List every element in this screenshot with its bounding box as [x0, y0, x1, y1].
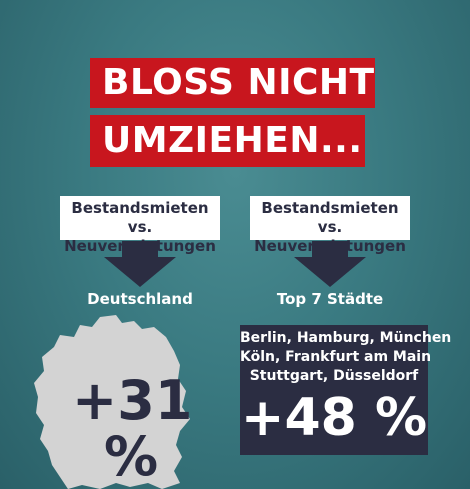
city-line: Köln, Frankfurt am Main [240, 349, 432, 365]
city-line: Stuttgart, Düsseldorf [249, 368, 419, 384]
label-right: Bestandsmieten vs. Neuvermietungen [250, 196, 410, 255]
label-right-line-1: Bestandsmieten vs. [261, 199, 399, 236]
region-label-top7: Top 7 Städte [276, 290, 384, 308]
arrow-down-icon [104, 241, 176, 287]
city-line: Berlin, Hamburg, München [240, 330, 452, 346]
headline-line-1: BLOSS NICHT [90, 58, 375, 108]
arrow-down-icon [294, 241, 366, 287]
germany-map-icon [34, 315, 190, 489]
label-left-line-1: Bestandsmieten vs. [71, 199, 209, 236]
label-left: Bestandsmieten vs. Neuvermietungen [60, 196, 220, 255]
percent-top7-value: +48 % [240, 388, 428, 448]
city-list: Berlin, Hamburg, München Köln, Frankfurt… [240, 325, 452, 386]
headline-line-2: UMZIEHEN... [90, 115, 365, 167]
top7-city-box: Berlin, Hamburg, München Köln, Frankfurt… [240, 325, 452, 455]
region-label-germany: Deutschland [87, 290, 193, 308]
percent-germany-value: +31 [72, 369, 193, 432]
percent-germany-unit: % [104, 425, 159, 488]
